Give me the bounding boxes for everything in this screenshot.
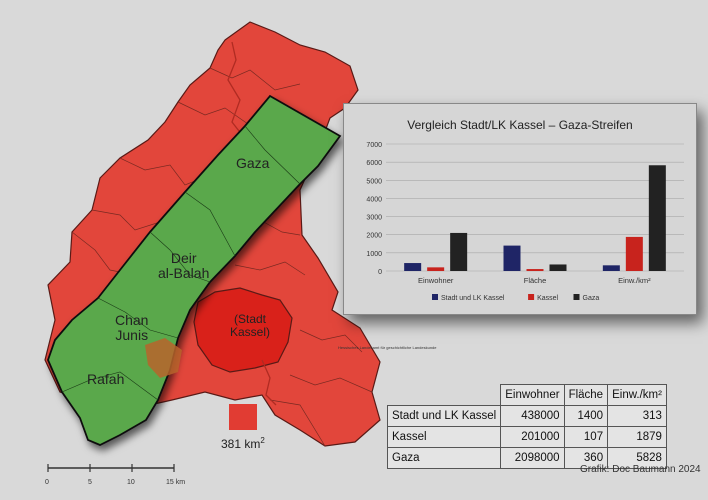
city-kassel-area (193, 287, 293, 373)
row-einwohner: 438000 (500, 405, 565, 427)
label-khan-yunis: Chan Junis (115, 312, 149, 343)
bar-chart: 0 1000 2000 3000 4000 5000 6000 7000 Einwohner Fl… (366, 142, 684, 302)
label-stadt-kassel: (Stadt Kassel) (230, 312, 271, 339)
legend-label: Stadt und LK Kassel (441, 295, 505, 302)
gaza-strip-boundaries (61, 125, 301, 401)
row-name: Gaza (386, 447, 502, 469)
row-dichte: 313 (607, 405, 667, 427)
label-deir-al-balah: Deir al-Balah (158, 250, 210, 281)
gaza-strip-area (47, 94, 342, 446)
row-flaeche: 360 (563, 447, 609, 469)
table-row: Stadt und LK Kassel 438000 1400 313 (386, 405, 667, 427)
label-rafah: Rafah (87, 371, 125, 387)
scale-tick: 10 (127, 479, 135, 486)
source-note: Hessisches Landesamt für geschichtliche … (338, 345, 437, 350)
bar (526, 269, 544, 271)
table-header-row: Einwohner Fläche Einw./km² (387, 384, 667, 406)
y-tick-label: 1000 (366, 251, 382, 258)
row-flaeche: 107 (563, 426, 609, 448)
bar (503, 245, 521, 271)
y-tick-label: 2000 (366, 233, 382, 240)
bar (404, 263, 422, 271)
scale-tick: 0 (45, 479, 49, 486)
scale-tick: 5 (88, 479, 92, 486)
table-header-dichte: Einw./km² (607, 384, 667, 406)
scale-tick: 15 km (166, 479, 185, 486)
legend-swatch (432, 294, 438, 300)
row-name: Stadt und LK Kassel (386, 405, 502, 427)
y-tick-label: 7000 (366, 142, 382, 149)
area-legend-swatch (229, 404, 257, 430)
bar (602, 265, 620, 271)
row-einwohner: 2098000 (500, 447, 565, 469)
row-dichte: 5828 (607, 447, 667, 469)
y-tick-label: 5000 (366, 178, 382, 185)
x-tick-label: Fläche (524, 276, 547, 285)
table-header-flaeche: Fläche (563, 384, 609, 406)
row-dichte: 1879 (607, 426, 667, 448)
chart-panel: Vergleich Stadt/LK Kassel – Gaza-Streife… (343, 103, 697, 315)
y-tick-label: 6000 (366, 160, 382, 167)
x-tick-label: Einw./km² (618, 276, 651, 285)
label-gaza: Gaza (236, 155, 270, 171)
row-einwohner: 201000 (500, 426, 565, 448)
river (227, 41, 277, 406)
legend-swatch (528, 294, 535, 300)
chart-title: Vergleich Stadt/LK Kassel – Gaza-Streife… (407, 118, 633, 132)
x-tick-label: Einwohner (418, 276, 454, 285)
y-tick-label: 3000 (366, 215, 382, 222)
bar (450, 232, 468, 271)
y-tick-label: 0 (378, 269, 382, 276)
row-flaeche: 1400 (563, 405, 609, 427)
bar (648, 165, 666, 271)
row-name: Kassel (386, 426, 502, 448)
table-row: Kassel 201000 107 1879 (386, 426, 667, 448)
legend-label: Gaza (583, 295, 600, 302)
bar (549, 264, 567, 271)
table-row: Gaza 2098000 360 5828 (386, 447, 667, 469)
overlap-area (145, 338, 182, 378)
area-legend-label: 381 km2 (221, 436, 265, 451)
y-tick-label: 4000 (366, 196, 382, 203)
credit: Grafik: Doc Baumann 2024 (580, 464, 701, 475)
scale-bar: 0 5 10 15 km (45, 464, 185, 486)
bar (625, 236, 643, 271)
legend-label: Kassel (537, 295, 558, 302)
data-table: Einwohner Fläche Einw./km² Stadt und LK … (386, 384, 667, 469)
legend-swatch (573, 294, 580, 300)
bar (427, 267, 445, 271)
table-header-einwohner: Einwohner (500, 384, 565, 406)
